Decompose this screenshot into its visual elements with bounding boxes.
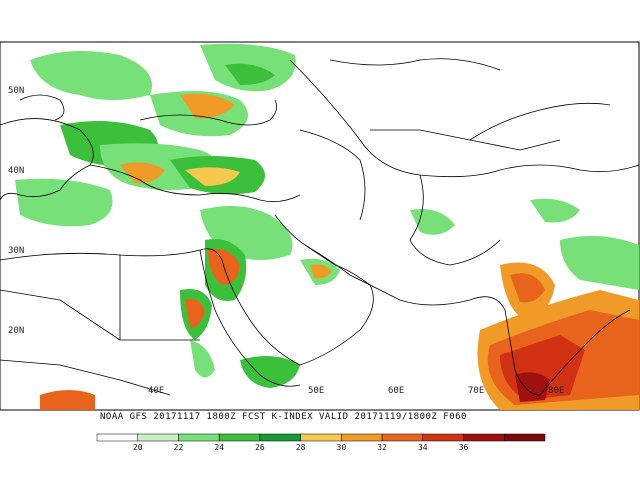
colorbar-swatch: [96, 433, 138, 442]
colorbar-swatch: [218, 433, 261, 442]
colorbar-swatch: [381, 433, 424, 442]
colorbar-tick-label: 26: [255, 443, 265, 452]
lon-labels: 40E 50E 60E 70E 80E: [148, 386, 564, 396]
lat-label-40n: 40N: [8, 166, 24, 176]
lon-label-70e: 70E: [468, 386, 484, 396]
colorbar-tick-label: 34: [418, 443, 428, 452]
lat-label-20n: 20N: [8, 326, 24, 336]
colorbar: 20 22 24 26 28 30 32 34 36: [96, 433, 546, 452]
lon-label-40e: 40E: [148, 386, 164, 396]
colorbar-swatch: [341, 433, 383, 442]
lat-label-50n: 50N: [8, 86, 24, 96]
colorbar-swatch: [178, 433, 220, 442]
colorbar-swatch: [463, 433, 505, 442]
colorbar-tick-label: 30: [337, 443, 347, 452]
colorbar-swatch: [259, 433, 301, 442]
map-caption: NOAA GFS 20171117 1800Z FCST K-INDEX VAL…: [100, 412, 467, 422]
k-index-field: [15, 43, 639, 410]
colorbar-tick-label: 22: [174, 443, 184, 452]
colorbar-tick-label: 36: [459, 443, 469, 452]
colorbar-tick-label: 28: [296, 443, 306, 452]
colorbar-swatch: [300, 433, 342, 442]
colorbar-tick-label: 32: [377, 443, 387, 452]
lon-label-80e: 80E: [548, 386, 564, 396]
colorbar-tick-label: 20: [133, 443, 143, 452]
coastlines: [0, 58, 640, 396]
colorbar-tick-label: 24: [214, 443, 224, 452]
lat-label-30n: 30N: [8, 246, 24, 256]
colorbar-swatch: [504, 433, 546, 442]
colorbar-swatch: [137, 433, 179, 442]
lat-labels: 50N 40N 30N 20N: [8, 86, 24, 336]
colorbar-swatch: [422, 433, 464, 442]
lon-label-50e: 50E: [308, 386, 324, 396]
lon-label-60e: 60E: [388, 386, 404, 396]
